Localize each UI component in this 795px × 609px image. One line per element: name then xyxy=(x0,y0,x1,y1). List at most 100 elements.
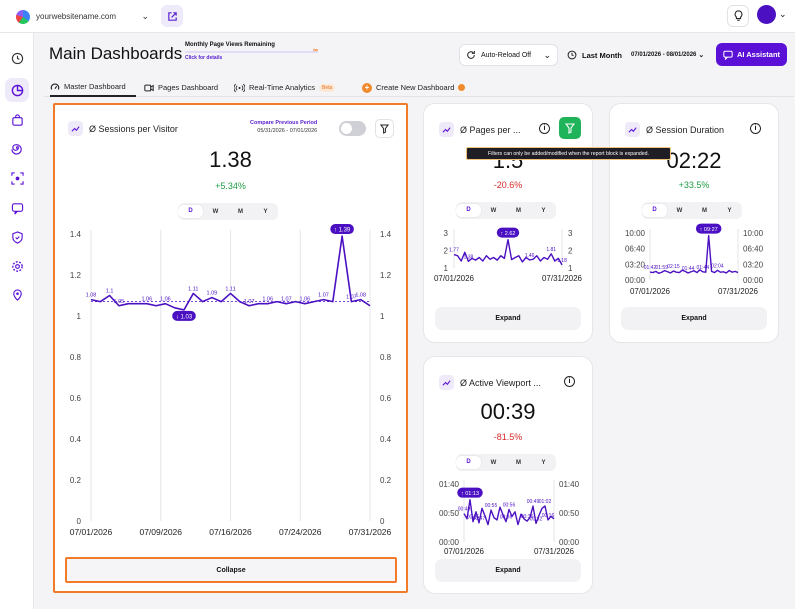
granularity-week[interactable]: W xyxy=(490,459,497,466)
y-tick-label-left: 1.2 xyxy=(70,271,82,280)
beta-badge: Beta xyxy=(319,83,336,92)
tab-master-dashboard[interactable]: Master Dashboard xyxy=(50,78,136,97)
duration-line-chart: 10:00 10:00 06:40 06:40 03:20 03:20 00:00 00:00… xyxy=(625,223,764,296)
data-label: 1.05 xyxy=(114,299,125,305)
granularity-month[interactable]: M xyxy=(702,207,707,214)
sidebar-item-conversions[interactable] xyxy=(5,108,29,132)
period-selector[interactable]: Last Month xyxy=(567,44,622,66)
spiral-icon xyxy=(10,143,22,155)
tips-button[interactable] xyxy=(727,5,749,27)
y-tick-label-left: 01:40 xyxy=(439,480,460,489)
trend-icon xyxy=(625,122,640,137)
website-selector[interactable]: yourwebsitename.com ⌄ xyxy=(10,5,155,28)
y-tick-label-right: 1 xyxy=(380,312,385,321)
y-tick-label-left: 00:00 xyxy=(439,538,460,547)
user-menu[interactable]: ⌄ xyxy=(757,5,787,24)
auto-reload-dropdown[interactable]: Auto-Reload Off ⌄ xyxy=(459,44,558,66)
granularity-month[interactable]: M xyxy=(516,459,521,466)
sidebar-item-dashboards[interactable] xyxy=(5,78,29,102)
x-tick-label: 07/01/2026 xyxy=(70,527,113,537)
data-label: 1.46 xyxy=(525,253,535,259)
y-tick-label-right: 0.4 xyxy=(380,435,392,444)
sidebar-item-locations[interactable] xyxy=(5,283,29,307)
page-views-quota[interactable]: Monthly Page Views Remaining Click for d… xyxy=(185,42,318,61)
card-header: Ø Pages per ... xyxy=(439,122,521,137)
chevron-down-icon: ⌄ xyxy=(779,9,787,19)
expand-button[interactable]: Expand xyxy=(435,307,581,330)
sidebar-item-privacy[interactable] xyxy=(5,225,29,249)
granularity-day[interactable]: D xyxy=(178,205,203,218)
card-header: Ø Active Viewport ... xyxy=(439,375,541,390)
granularity-week[interactable]: W xyxy=(676,207,683,214)
filter-button[interactable] xyxy=(375,119,394,138)
info-icon[interactable]: i xyxy=(564,376,575,387)
chevron-down-icon: ⌄ xyxy=(698,52,705,59)
chevron-down-icon: ⌄ xyxy=(141,11,149,21)
filter-button[interactable] xyxy=(559,117,581,139)
data-label: 02:15 xyxy=(667,264,680,270)
granularity-week[interactable]: W xyxy=(212,208,219,215)
metric-delta: +5.34% xyxy=(215,181,246,191)
info-icon[interactable]: i xyxy=(750,123,761,134)
x-tick-label: 07/16/2026 xyxy=(209,527,252,537)
series-line xyxy=(463,498,555,526)
info-icon[interactable]: i xyxy=(539,123,550,134)
data-label: 00:32 xyxy=(530,516,543,522)
series-line xyxy=(453,238,563,266)
sidebar-item-recordings[interactable] xyxy=(5,166,29,190)
sidebar-item-settings[interactable] xyxy=(5,254,29,278)
granularity-day[interactable]: D xyxy=(456,456,481,469)
granularity-month[interactable]: M xyxy=(238,208,243,215)
granularity-month[interactable]: M xyxy=(516,207,521,214)
tab-label: Master Dashboard xyxy=(64,82,126,91)
data-label: 00:49 xyxy=(458,507,471,513)
tab-realtime-analytics[interactable]: Real-Time Analytics Beta xyxy=(234,78,336,97)
y-tick-label-right: 0.8 xyxy=(380,353,392,362)
sidebar-item-funnels[interactable] xyxy=(5,136,29,160)
chat-icon xyxy=(723,50,733,60)
y-tick-label-right: 0 xyxy=(380,517,385,526)
x-tick-label: 07/01/2026 xyxy=(630,287,671,296)
data-label: 1.07 xyxy=(244,299,255,305)
x-tick-label: 07/31/2026 xyxy=(349,527,392,537)
granularity-year[interactable]: Y xyxy=(263,208,268,215)
date-range-picker[interactable]: 07/01/2026 - 08/01/2026 ⌄ xyxy=(631,44,704,66)
expand-button[interactable]: Expand xyxy=(435,559,581,582)
x-tick-label: 07/31/2026 xyxy=(718,287,759,296)
top-bar: yourwebsitename.com ⌄ ⌄ xyxy=(0,0,795,33)
collapse-button[interactable]: Collapse xyxy=(65,557,397,583)
data-label: 02:04 xyxy=(711,263,724,269)
y-tick-label-left: 0 xyxy=(77,517,82,526)
card-sessions-per-visitor: Ø Sessions per Visitor Compare Previous … xyxy=(53,103,408,593)
y-tick-label-left: 00:00 xyxy=(625,276,646,285)
page-views-details-link[interactable]: Click for details xyxy=(185,55,223,61)
granularity-week[interactable]: W xyxy=(490,207,497,214)
tab-pages-dashboard[interactable]: Pages Dashboard xyxy=(144,78,218,97)
sidebar-item-feedback[interactable] xyxy=(5,196,29,220)
granularity-day[interactable]: D xyxy=(642,204,667,217)
granularity-year[interactable]: Y xyxy=(727,207,732,214)
granularity-year[interactable]: Y xyxy=(541,207,546,214)
ai-assistant-button[interactable]: AI Assistant xyxy=(716,43,787,66)
data-label: 00:55 xyxy=(485,503,498,509)
shield-icon xyxy=(11,230,23,244)
expand-button[interactable]: Expand xyxy=(621,307,767,330)
sidebar-item-realtime[interactable] xyxy=(5,46,29,70)
tab-create-dashboard[interactable]: + Create New Dashboard xyxy=(362,78,466,97)
min-badge xyxy=(172,310,196,321)
x-tick-label: 07/01/2026 xyxy=(444,547,485,556)
granularity-day[interactable]: D xyxy=(456,204,481,217)
x-tick-label: 07/01/2026 xyxy=(434,274,475,283)
data-label: 01:02 xyxy=(539,499,552,505)
granularity-year[interactable]: Y xyxy=(541,459,546,466)
external-link-button[interactable] xyxy=(161,5,183,27)
sessions-line-chart: 1.4 1.41.2 1.21 10.8 0.80.6 0.60.4 0.40.2 0.20 0… xyxy=(70,224,392,537)
compare-toggle[interactable] xyxy=(339,121,366,136)
max-badge xyxy=(695,223,722,234)
filter-tooltip: Filters can only be added/modified when … xyxy=(466,147,671,160)
trend-icon xyxy=(68,121,83,136)
y-tick-label-left: 2 xyxy=(444,247,449,256)
y-tick-label-right: 00:00 xyxy=(559,538,580,547)
metric-value: 1.38 xyxy=(209,147,252,172)
